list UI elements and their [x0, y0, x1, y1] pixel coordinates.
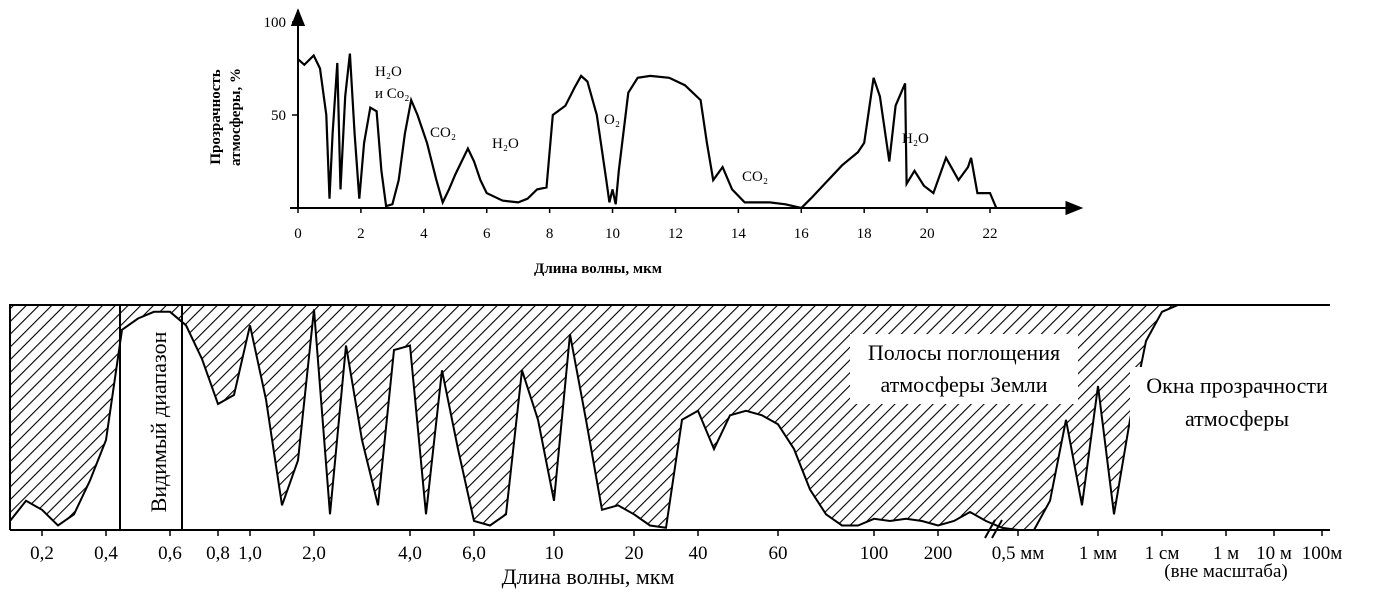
- x-tick-label: 16: [794, 226, 810, 242]
- band-label: и Co₂: [375, 86, 410, 102]
- x-tick-label: 2: [357, 226, 365, 242]
- y-tick-label: 100: [264, 15, 287, 31]
- x-tick-label: 60: [769, 543, 788, 564]
- x-tick-label: 6,0: [462, 543, 486, 564]
- x-tick-label: 4,0: [398, 543, 422, 564]
- x-tick-label: 2,0: [302, 543, 326, 564]
- x-tick-label: 6: [483, 226, 491, 242]
- band-label: атмосферы Земли: [880, 372, 1047, 397]
- band-label: CO₂: [430, 125, 456, 141]
- visible-range-label: Видимый диапазон: [146, 331, 171, 512]
- x-tick-label: 8: [546, 226, 554, 242]
- x-tick-label: 4: [420, 226, 428, 242]
- window-label: атмосферы: [1185, 406, 1289, 431]
- y-tick-label: 50: [271, 108, 286, 124]
- x-tick-label: 1,0: [238, 543, 262, 564]
- x-tick-label: 20: [625, 543, 644, 564]
- x-tick-label: 1 см: [1145, 543, 1180, 564]
- x-tick-label: 0,8: [206, 543, 230, 564]
- x-tick-label: 1 мм: [1079, 543, 1117, 564]
- band-label: H₂O: [902, 131, 929, 147]
- window-label: Окна прозрачности: [1146, 373, 1328, 398]
- absorption-area: [9, 304, 1322, 531]
- x-tick-label: 0,4: [94, 543, 118, 564]
- x-tick-label: 14: [731, 226, 747, 242]
- x-tick-label: 200: [924, 543, 953, 564]
- x-tick-label: 0,5 мм: [992, 543, 1045, 564]
- x-axis-title: Длина волны, мкм: [502, 564, 675, 589]
- x-tick-label: 100м: [1302, 543, 1343, 564]
- band-label: Полосы поглощения: [868, 340, 1060, 365]
- band-label: H₂O: [375, 64, 402, 80]
- x-axis-title: Длина волны, мкм: [534, 261, 662, 277]
- x-tick-label: 0,2: [30, 543, 54, 564]
- x-tick-label: 100: [860, 543, 889, 564]
- band-label: CO₂: [742, 169, 768, 185]
- x-tick-label: 20: [920, 226, 935, 242]
- x-tick-label: 0,6: [158, 543, 182, 564]
- x-tick-label: 10: [545, 543, 564, 564]
- x-axis-note: (вне масштаба): [1164, 561, 1287, 582]
- scale-break: [984, 519, 1003, 539]
- band-label: H₂O: [492, 136, 519, 152]
- x-tick-label: 1 м: [1213, 543, 1239, 564]
- transparency-line: [297, 53, 998, 210]
- x-tick-label: 0: [294, 226, 302, 242]
- x-tick-label: 40: [689, 543, 708, 564]
- y-axis-title: Прозрачность: [208, 69, 224, 164]
- x-tick-label: 12: [668, 226, 683, 242]
- x-tick-label: 10 м: [1256, 543, 1292, 564]
- x-tick-label: 22: [983, 226, 998, 242]
- label-box: [1130, 367, 1340, 437]
- y-axis-title: атмосферы, %: [228, 68, 244, 166]
- band-label: O₂: [604, 112, 620, 128]
- x-tick-label: 10: [605, 226, 620, 242]
- label-box: [850, 334, 1078, 404]
- x-tick-label: 18: [857, 226, 872, 242]
